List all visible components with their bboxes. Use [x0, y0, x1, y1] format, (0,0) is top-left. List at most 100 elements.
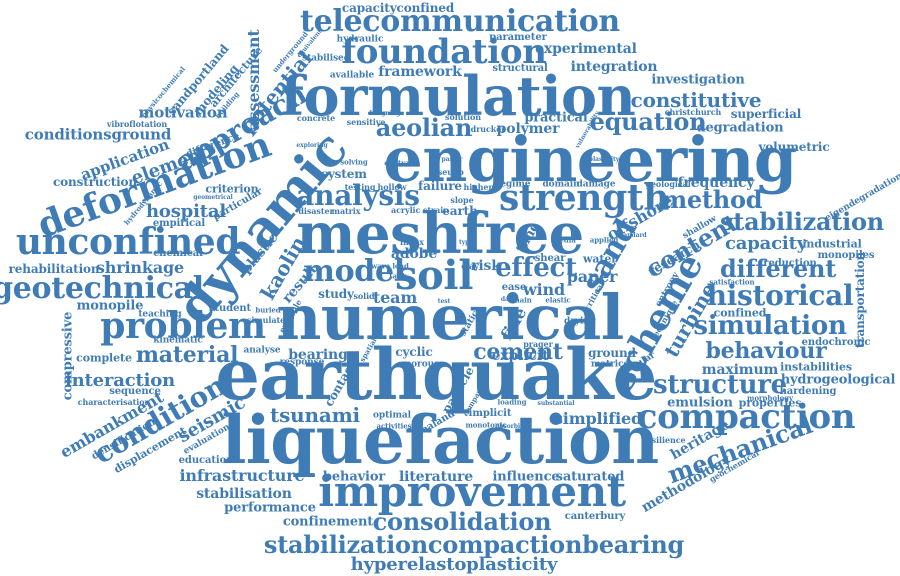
word-material: material	[135, 342, 239, 368]
word-system: system	[321, 167, 367, 181]
word-sequence: sequence	[109, 386, 161, 397]
word-prager: prager	[523, 339, 553, 349]
word-consolidation: consolidation	[372, 507, 552, 536]
word-formulation: formulation	[280, 64, 636, 128]
word-adobe: adobe	[390, 246, 438, 262]
word-behaviour: behaviour	[705, 338, 827, 364]
word-sensitive: sensitive	[346, 117, 386, 127]
word-solid: solid	[353, 291, 375, 301]
word-problem: problem	[100, 305, 266, 347]
word-domain: domain	[542, 179, 580, 190]
word-damage: damage	[576, 179, 616, 190]
word-interaction: interaction	[64, 370, 176, 391]
word-ground: ground	[588, 346, 636, 360]
word-earthquake: earthquake	[215, 333, 657, 416]
word-hydrogeological: hydrogeological	[780, 372, 896, 388]
word-applied: applied	[589, 235, 619, 245]
word-team: team	[372, 288, 418, 307]
word-criterion: criterion	[205, 182, 259, 196]
word-historical: historical	[706, 279, 854, 312]
word-elastic: elastic	[545, 295, 571, 305]
word-acrylic-strain: acrylic strain	[391, 205, 449, 215]
word-hardening: hardening	[779, 386, 837, 397]
word-emulsion: emulsion	[667, 395, 733, 411]
word-higher: higher	[463, 182, 493, 192]
word-exploring: exploring	[296, 142, 328, 149]
word-matrix: matrix	[331, 206, 361, 216]
word-optimal: optimal	[372, 410, 412, 421]
word-instabilities: instabilities	[780, 360, 852, 374]
word-endochronic: endochronic	[801, 337, 871, 348]
word-literature: literature	[399, 469, 473, 485]
word-kinematic: kinematic	[153, 335, 203, 346]
word-student: student	[208, 303, 252, 314]
word-substantial: substantial	[537, 400, 575, 407]
word-infrastructure: infrastructure	[179, 466, 305, 485]
word-pseudo: pseudo	[432, 167, 464, 177]
word-education: education	[178, 455, 234, 466]
word-solving: solving	[340, 157, 368, 167]
word-bearing: bearing	[288, 347, 348, 363]
word-rehabilitation: rehabilitation	[8, 262, 100, 276]
word-tsunami: tsunami	[270, 403, 360, 427]
word-compaction: compaction	[636, 397, 856, 437]
word-stabilised: stabilised	[302, 53, 350, 64]
word-satisfaction: satisfaction	[709, 277, 755, 287]
word-experimental: experimental	[535, 41, 637, 57]
word-designing: designing	[367, 110, 401, 117]
word-available: available	[329, 70, 375, 81]
word-model: model	[303, 254, 405, 289]
word-capacity: capacity	[724, 233, 808, 254]
word-telecommunication: telecommunication	[300, 4, 620, 39]
word-cyclic: cyclic	[395, 345, 433, 359]
word-framework: framework	[378, 64, 462, 80]
word-index: index	[400, 237, 424, 247]
word-unconfined: unconfined	[15, 221, 241, 263]
word-clay: clay	[461, 261, 479, 271]
word-reduction: reduction	[763, 258, 817, 269]
word-superficial: superficial	[730, 107, 802, 121]
word-absorbing: absorbing	[495, 423, 529, 430]
word-monotonic: monotonic	[465, 420, 507, 430]
word-foundation: foundation	[341, 32, 547, 72]
word-stabilisation: stabilisation	[196, 486, 292, 502]
word-christchurch: christchurch	[664, 107, 722, 117]
word-construction: construction	[52, 175, 138, 189]
word-geometrical: geometrical	[193, 194, 233, 201]
word-conditionsground: conditionsground	[24, 125, 172, 144]
word-maximum: maximum	[701, 362, 779, 378]
word-engineering: engineering	[383, 123, 797, 196]
word-confined: confined	[713, 306, 767, 320]
word-response: response	[279, 357, 325, 368]
word-characterisation: characterisation	[77, 397, 151, 407]
word-testing: testing	[344, 182, 376, 192]
word-earth: earth	[442, 204, 478, 218]
word-aeolian: aeolian	[375, 113, 473, 142]
word-matrice: matrice	[590, 359, 630, 370]
word-hollow: hollow	[377, 182, 407, 192]
word-wind: wind	[522, 280, 566, 299]
word-simplified: simplified	[553, 409, 643, 428]
word-risk: risk	[471, 258, 501, 274]
word-strength: strength	[498, 177, 670, 219]
word-stabilizationcompactionbearing: stabilizationcompactionbearing	[263, 530, 685, 559]
word-buried: buried	[255, 305, 281, 315]
word-vibroflotation: vibroflotation	[106, 119, 168, 129]
word-dam: dam	[500, 296, 516, 303]
word-stabilization: stabilization	[719, 207, 885, 236]
word-soil: soil	[395, 252, 473, 299]
word-improvement: improvement	[318, 467, 626, 516]
word-shear: shear	[534, 253, 566, 264]
word-implicit: implicit	[468, 408, 512, 419]
word-different: different	[719, 254, 837, 283]
word-degradation: degradation	[696, 120, 784, 136]
word-hospital: hospital	[145, 201, 227, 222]
word-simulate: simulate	[246, 315, 286, 325]
word-monopiles: monopiles	[817, 250, 875, 261]
word-ease: ease	[501, 282, 527, 293]
word-regime: regime	[495, 179, 531, 190]
word-hyperelastoplasticity: hyperelastoplasticity	[350, 554, 558, 575]
word-geotechnical: geotechnical	[0, 271, 204, 306]
word-properties: properties	[738, 396, 802, 410]
